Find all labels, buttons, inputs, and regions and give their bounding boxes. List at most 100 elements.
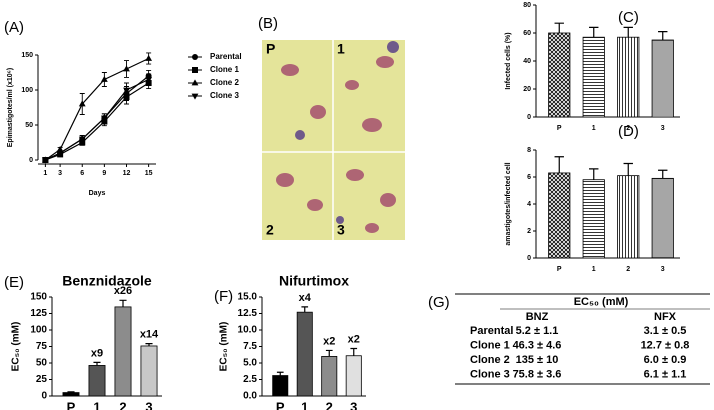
error-bar	[623, 26, 633, 38]
point	[123, 87, 130, 94]
y-tick-label: 150	[21, 52, 33, 59]
bar	[617, 175, 640, 259]
x-tick-label: 12	[123, 170, 131, 177]
point	[100, 115, 108, 122]
x-axis-label: Days	[89, 190, 106, 197]
table-cell: 6.1 ± 1.1	[644, 368, 687, 380]
y-tick-label: 50	[36, 358, 48, 369]
table-cell: 135 ± 10	[516, 354, 559, 366]
image-label: 3	[337, 222, 345, 238]
table-cell: 12.7 ± 0.8	[641, 339, 690, 351]
bar	[88, 365, 106, 397]
y-tick-label: 7.5	[243, 341, 257, 352]
x-tick-label: 1	[43, 170, 47, 177]
table-column: BNZ	[526, 311, 549, 323]
y-axis-label: EC₅₀ (mM)	[11, 322, 22, 372]
error-bar	[589, 26, 599, 38]
y-tick-label: 10.0	[238, 325, 258, 336]
x-tick-label: 3	[58, 170, 62, 177]
series-line	[45, 57, 149, 161]
table-column: NFX	[654, 311, 677, 323]
table-cell: 46.3 ± 4.6	[513, 339, 562, 351]
fold-label: x4	[299, 292, 312, 304]
error-bar	[301, 306, 309, 313]
x-tick-label: 1	[301, 399, 308, 410]
table-row-label: Parental	[470, 325, 513, 337]
error-bar	[276, 371, 284, 376]
panel-label: (A)	[4, 19, 24, 36]
fold-label: x14	[140, 329, 159, 341]
bar	[617, 36, 640, 118]
x-tick-label: P	[276, 399, 285, 410]
bar	[651, 39, 674, 118]
error-bar	[658, 31, 668, 40]
legend-marker	[192, 54, 198, 60]
y-tick-label: 100	[21, 87, 33, 94]
point	[56, 150, 64, 157]
y-tick-label: 12.5	[238, 308, 258, 319]
error-bar	[325, 349, 333, 357]
error-bar	[589, 168, 599, 180]
chart-title: Nifurtimox	[279, 273, 349, 289]
table-cell: 6.0 ± 0.9	[644, 354, 687, 366]
panel-label: (D)	[618, 123, 639, 140]
bar	[345, 355, 362, 397]
legend-marker	[191, 79, 199, 86]
chart-title: Benznidazole	[62, 273, 152, 289]
fold-label: x9	[91, 347, 103, 359]
bar	[651, 177, 674, 259]
y-tick-label: 2.5	[243, 374, 257, 385]
x-tick-label: 15	[145, 170, 153, 177]
error-bar	[623, 162, 633, 176]
y-tick-label: 0	[527, 114, 531, 121]
legend-label: Clone 2	[210, 78, 239, 87]
bar	[321, 355, 338, 397]
point	[145, 54, 153, 61]
x-tick-label: P	[557, 266, 562, 273]
bar	[548, 172, 571, 259]
bar	[296, 311, 313, 397]
y-tick-label: 5.0	[243, 358, 257, 369]
y-tick-label: 8	[527, 147, 531, 154]
table-row-label: Clone 3	[470, 368, 510, 380]
table-header: EC₅₀ (mM)	[574, 296, 629, 308]
image-label: 2	[266, 222, 274, 238]
x-tick-label: 1	[592, 266, 596, 273]
legend-label: Clone 3	[210, 91, 239, 100]
error-bar	[658, 169, 668, 179]
point	[56, 145, 64, 152]
y-axis-label: amastigotes/infected cell	[505, 162, 512, 245]
x-tick-label: 2	[119, 399, 126, 410]
point	[78, 136, 86, 143]
error-bar	[350, 347, 358, 356]
image-label: P	[266, 41, 275, 57]
bar	[140, 345, 158, 397]
point	[41, 157, 49, 164]
fold-label: x2	[323, 335, 335, 347]
x-tick-label: P	[557, 125, 562, 132]
bar	[582, 36, 605, 118]
point	[78, 100, 86, 107]
bar	[62, 392, 80, 397]
panel-label: (B)	[258, 15, 278, 32]
x-tick-label: 3	[661, 266, 665, 273]
x-tick-label: 3	[350, 399, 357, 410]
legend-label: Clone 1	[210, 65, 239, 74]
panel-label: (E)	[4, 274, 24, 291]
x-tick-label: 2	[326, 399, 333, 410]
table-cell: 75.8 ± 3.6	[513, 368, 562, 380]
y-tick-label: 0.0	[243, 391, 257, 402]
x-tick-label: 2	[626, 125, 630, 132]
error-bar	[554, 156, 564, 173]
image-label: 1	[337, 41, 345, 57]
y-axis-label: EC₅₀ (mM)	[219, 322, 230, 372]
table-row-label: Clone 2	[470, 354, 510, 366]
table-cell: 5.2 ± 1.1	[516, 325, 559, 337]
point	[100, 75, 108, 82]
y-tick-label: 75	[36, 341, 48, 352]
table-row-label: Clone 1	[470, 339, 510, 351]
point	[145, 77, 153, 84]
bar	[114, 306, 132, 397]
x-tick-label: 2	[626, 266, 630, 273]
